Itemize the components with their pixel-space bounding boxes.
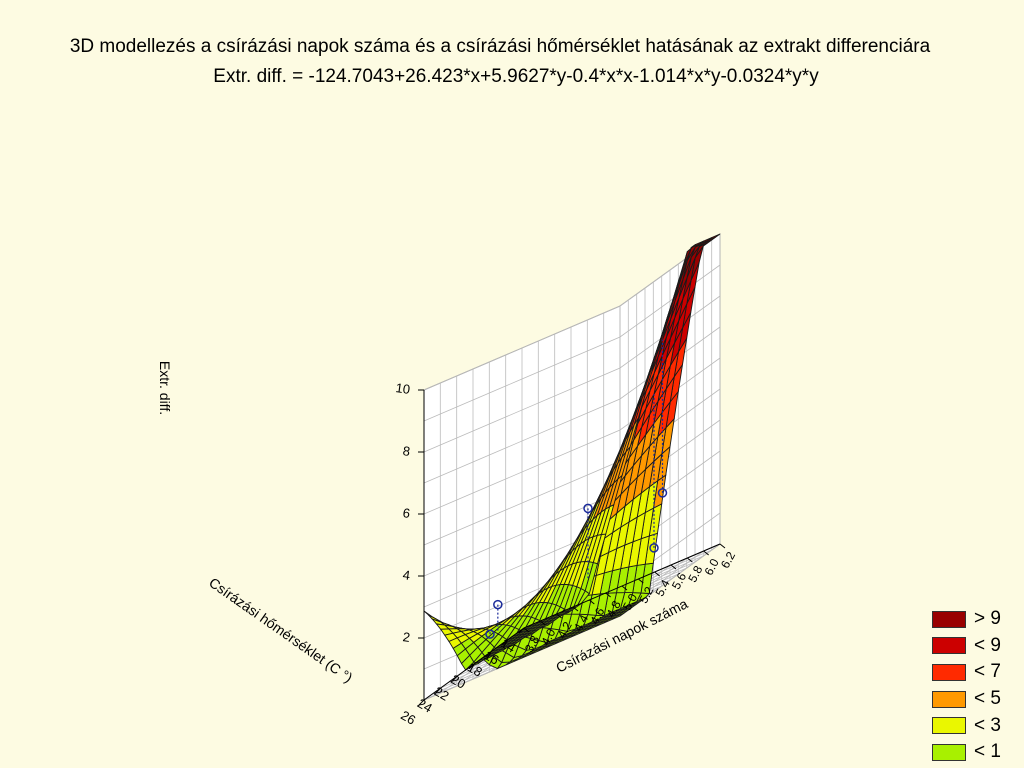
y-tick xyxy=(468,663,475,670)
y-tick-label: 22 xyxy=(432,683,452,703)
y-axis-label: Csírázási hőmérséklet (C °) xyxy=(206,574,356,685)
y-tick xyxy=(418,699,425,706)
legend-swatch xyxy=(932,743,966,761)
legend-label: < 7 xyxy=(974,661,1001,683)
legend-item: < 9 xyxy=(932,633,1022,660)
legend-item: < 7 xyxy=(932,659,1022,686)
x-tick xyxy=(687,557,693,563)
z-axis-label: Extr. diff. xyxy=(157,361,173,415)
y-tick xyxy=(501,639,508,646)
x-tick-label: 6.2 xyxy=(718,549,738,571)
z-tick-label: 10 xyxy=(395,380,411,397)
x-tick xyxy=(670,564,677,570)
y-tick xyxy=(435,687,442,694)
x-tick xyxy=(621,585,628,591)
legend-item: > 9 xyxy=(932,606,1022,633)
x-tick xyxy=(572,606,579,612)
legend-label: < 5 xyxy=(974,688,1001,710)
z-tick-label: 6 xyxy=(402,505,411,521)
x-tick xyxy=(556,613,562,619)
observed-point xyxy=(583,503,593,514)
x-tick xyxy=(703,550,709,556)
chart-subtitle: Extr. diff. = -124.7043+26.423*x+5.9627*… xyxy=(213,66,819,87)
chart-legend: > 9 < 9 < 7 < 5 < 3 < 1 xyxy=(932,606,1022,766)
legend-swatch xyxy=(932,663,966,681)
y-tick-label: 18 xyxy=(465,659,485,679)
y-tick-label: 24 xyxy=(415,695,435,715)
x-tick xyxy=(605,592,611,598)
x-tick-label: 6.0 xyxy=(702,556,722,578)
z-tick-label: 8 xyxy=(402,443,411,459)
y-tick xyxy=(518,627,525,634)
y-tick-label: 20 xyxy=(448,671,468,691)
x-tick xyxy=(638,578,644,584)
legend-swatch xyxy=(932,637,966,655)
y-tick xyxy=(485,651,492,658)
x-tick xyxy=(540,620,546,626)
legend-label: < 1 xyxy=(974,741,1001,763)
x-tick xyxy=(589,599,595,605)
z-tick-label: 4 xyxy=(402,567,411,583)
observed-point xyxy=(649,543,659,553)
legend-swatch xyxy=(932,717,966,735)
y-tick-label: 14 xyxy=(498,635,518,655)
legend-swatch xyxy=(932,610,966,628)
x-tick xyxy=(523,627,530,633)
legend-item: < 3 xyxy=(932,712,1022,739)
x-tick xyxy=(719,543,726,549)
y-tick xyxy=(451,675,458,682)
legend-swatch xyxy=(932,690,966,708)
legend-label: < 9 xyxy=(974,634,1001,656)
observed-points xyxy=(485,339,668,639)
observed-point xyxy=(485,629,495,639)
legend-item: < 1 xyxy=(932,739,1022,766)
z-tick-label: 2 xyxy=(402,629,411,645)
y-tick-label: 16 xyxy=(482,647,502,667)
response-surface xyxy=(423,233,721,671)
legend-label: < 3 xyxy=(974,714,1001,736)
y-tick-label: 26 xyxy=(398,707,418,727)
observed-point xyxy=(657,488,668,498)
legend-label: > 9 xyxy=(974,608,1001,630)
x-tick xyxy=(654,571,660,577)
legend-item: < 5 xyxy=(932,686,1022,713)
chart-title: 3D modellezés a csírázási napok száma és… xyxy=(69,36,931,57)
observed-point xyxy=(493,599,503,610)
